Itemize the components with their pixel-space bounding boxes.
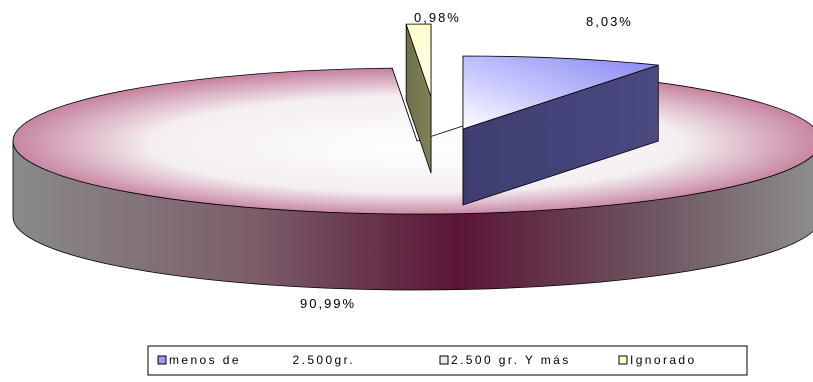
data-label-menos-de-2500: 8,03%	[586, 14, 633, 29]
slices-layer	[12, 23, 813, 291]
legend-item-ignorado-label: Ignorado	[630, 353, 697, 367]
legend-item-2500-y-mas: 2.500 gr. Y más	[439, 353, 571, 367]
legend-item-ignorado: Ignorado	[618, 353, 697, 367]
slice-ignorado-top	[405, 23, 432, 98]
labels-layer: 8,03% 90,99% 0,98%	[300, 10, 633, 311]
legend-item-2500-y-mas-label: 2.500 gr. Y más	[451, 353, 571, 367]
slice-ignorado	[405, 23, 432, 174]
data-label-2500-y-mas: 90,99%	[300, 296, 356, 311]
legend-item-2500-y-mas-swatch	[439, 355, 449, 365]
legend-item-ignorado-swatch	[618, 355, 628, 365]
slice-menos-de-2500-top	[462, 55, 659, 130]
legend: menos de 2.500gr. 2.500 gr. Y más Ignorado	[147, 345, 748, 376]
slice-menos-de-2500	[462, 55, 659, 206]
legend-item-menos-de-2500-label: menos de 2.500gr.	[169, 353, 355, 367]
legend-item-menos-de-2500-swatch	[157, 355, 167, 365]
data-label-ignorado: 0,98%	[414, 10, 461, 25]
legend-item-menos-de-2500: menos de 2.500gr.	[157, 353, 355, 367]
